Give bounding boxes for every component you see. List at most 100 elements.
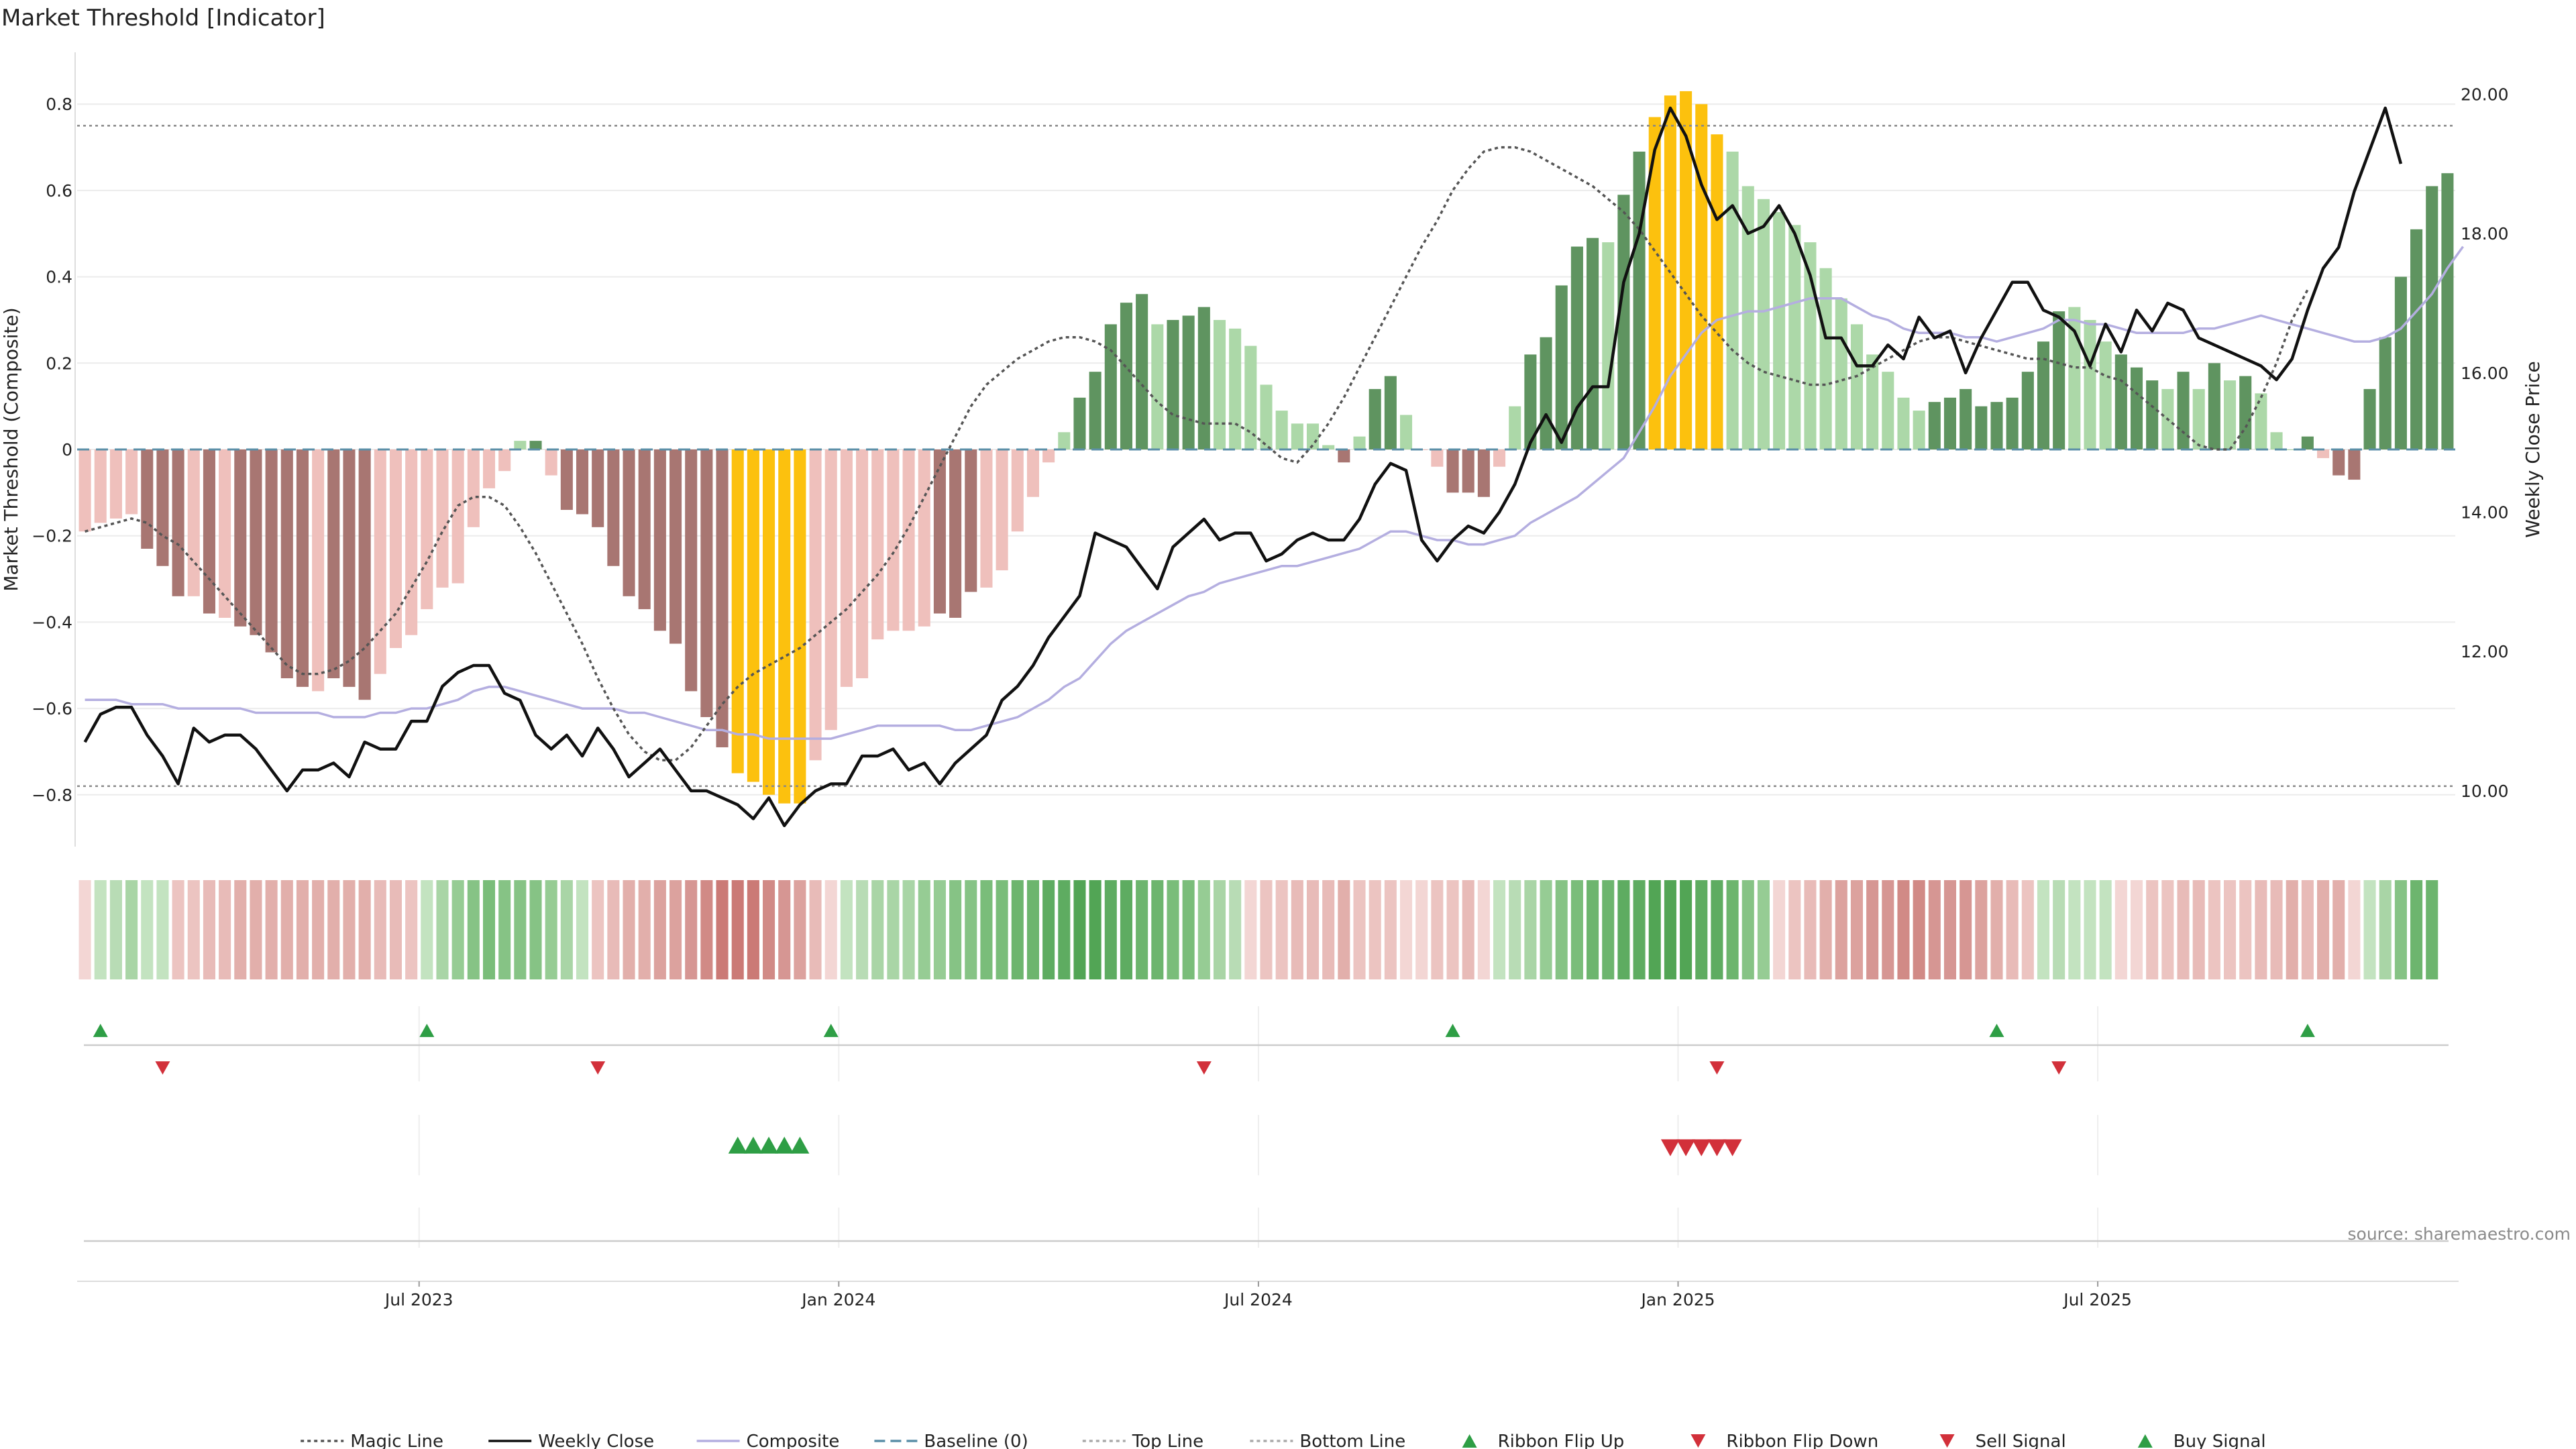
ribbon-cell [421,880,433,979]
ribbon-cell [343,880,356,979]
composite-bar [1338,449,1350,463]
composite-bar [1648,117,1661,450]
composite-bar [2239,376,2252,449]
ribbon-cell [234,880,247,979]
ribbon-cell [902,880,915,979]
ribbon-cell [1446,880,1459,979]
composite-bar [1275,411,1288,449]
composite-bar [1477,449,1490,497]
composite-bar [234,449,247,627]
composite-bar [265,449,278,653]
ribbon-cell [1943,880,1957,979]
x-tick-label: Jul 2023 [384,1290,453,1309]
composite-bar [203,449,215,614]
ribbon-cell [1477,880,1490,979]
ribbon-cell [1073,880,1086,979]
chart-title: Market Threshold [Indicator] [1,5,325,32]
ribbon-cell [2146,880,2159,979]
ribbon-cell [1011,880,1024,979]
ribbon-cell [1835,880,1847,979]
ribbon-cell [1291,880,1303,979]
composite-bar [1197,307,1210,449]
ribbon-cell [747,880,759,979]
ribbon-cell [280,880,293,979]
ribbon-cell [1648,880,1661,979]
ribbon-cell [1322,880,1335,979]
ribbon-flip-down-marker [590,1061,606,1075]
composite-bar [1695,104,1708,449]
composite-bar [1587,237,1599,449]
ribbon-cell [1741,880,1754,979]
ribbon-cell [1353,880,1366,979]
ribbon-cell [2379,880,2392,979]
ribbon-cell [1244,880,1257,979]
composite-bar [1990,402,2003,449]
ribbon-cell [436,880,449,979]
y2-axis-label: Weekly Close Price [2522,361,2544,537]
ribbon-cell [2130,880,2143,979]
ribbon-cell [2348,880,2361,979]
ribbon-cell [1804,880,1817,979]
ribbon-cell [125,880,138,979]
ribbon-cell [653,880,666,979]
ribbon-cell [1058,880,1071,979]
legend-marker [1690,1434,1706,1448]
ribbon-cell [1493,880,1506,979]
buy-signal-marker [728,1136,747,1154]
composite-bar [1570,246,1583,449]
composite-bar [2099,341,2112,449]
ribbon-cell [1399,880,1413,979]
ribbon-cell [327,880,340,979]
y2-tick-label: 10.00 [2461,782,2509,801]
legend-label: Composite [747,1432,840,1449]
ribbon-cell [778,880,791,979]
composite-bar [576,449,589,515]
ribbon-cell [1990,880,2003,979]
ribbon-cell [623,880,635,979]
ribbon-cell [2037,880,2050,979]
y-tick-label: −0.4 [32,612,72,632]
composite-bar [1026,449,1039,497]
composite-bar [467,449,480,527]
composite-bar [482,449,496,488]
y-tick-label: −0.8 [32,786,72,805]
composite-bar [1384,376,1397,449]
composite-bar [2208,363,2220,449]
ribbon-cell [2317,880,2330,979]
buy-signal-marker [743,1136,763,1154]
ribbon-cell [638,880,651,979]
ribbon-cell [2192,880,2205,979]
y2-tick-label: 12.00 [2461,642,2509,661]
weekly-close-line [83,106,2403,828]
composite-bar [933,449,946,614]
ribbon-cell [1587,880,1599,979]
y2-tick-label: 18.00 [2461,224,2509,244]
y-tick-label: 0.6 [46,181,72,201]
ribbon-cell [1633,880,1646,979]
legend-marker [1462,1434,1477,1448]
ribbon-cell [794,880,806,979]
ribbon-cell [1120,880,1133,979]
legend-label: Sell Signal [1976,1432,2066,1449]
composite-bar [187,449,200,596]
ribbon-cell [141,880,154,979]
ribbon-cell [576,880,589,979]
composite-bar [514,441,527,449]
y-tick-label: 0.8 [46,95,72,114]
composite-bar [1960,388,1972,449]
composite-line [85,246,2465,740]
composite-bar [1042,449,1055,463]
ribbon-cell [374,880,386,979]
composite-bar [1431,449,1444,467]
composite-bar [809,449,822,761]
ribbon-cell [514,880,527,979]
ribbon-cell [1540,880,1552,979]
composite-bar [1804,242,1817,449]
composite-bar [2130,367,2143,449]
ribbon-cell [840,880,853,979]
ribbon-flip-up-marker [93,1024,108,1037]
sell-signal-marker [1660,1139,1680,1157]
composite-bar [529,441,542,449]
ribbon-cell [358,880,371,979]
ribbon-cell [2021,880,2034,979]
